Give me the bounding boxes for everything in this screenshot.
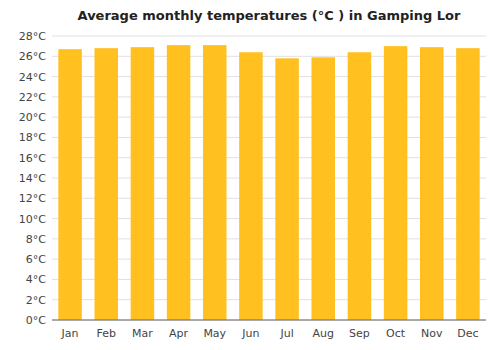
x-tick-label: Sep (349, 327, 370, 340)
chart-container: Average monthly temperatures (°C ) in Ga… (0, 0, 500, 350)
bar (167, 45, 191, 320)
x-axis: Jan Feb Mar Apr May Jun Jul Aug Sep Oct Nov Dec (52, 320, 486, 340)
bars (58, 45, 479, 320)
y-tick-label: 0°C (26, 314, 46, 327)
bar (58, 49, 82, 320)
x-tick-label: Jul (279, 327, 293, 340)
y-tick-label: 22°C (19, 91, 46, 104)
x-tick-label: Dec (457, 327, 478, 340)
y-tick-label: 12°C (19, 192, 46, 205)
bar (94, 48, 118, 320)
y-tick-label: 4°C (26, 273, 46, 286)
y-tick-label: 10°C (19, 213, 46, 226)
x-tick-label: Jun (241, 327, 259, 340)
grid-line (52, 36, 486, 37)
bar (384, 46, 408, 320)
y-tick-label: 18°C (19, 131, 46, 144)
y-tick-label: 8°C (26, 233, 46, 246)
bar (456, 48, 480, 320)
y-tick-label: 14°C (19, 172, 46, 185)
x-tick-label: Jan (61, 327, 79, 340)
bar (203, 45, 227, 320)
bar (275, 58, 299, 320)
x-tick-label: Oct (386, 327, 406, 340)
bar (131, 47, 155, 320)
bar (420, 47, 444, 320)
x-tick-label: Aug (313, 327, 334, 340)
grid (52, 36, 486, 320)
y-axis: 0°C 2°C 4°C 6°C 8°C 10°C 12°C 14°C 16°C 18°C 20°C 2… (19, 30, 46, 327)
x-tick-label: Mar (132, 327, 153, 340)
title: Average monthly temperatures (°C ) in Ga… (78, 8, 461, 23)
y-tick-label: 26°C (19, 50, 46, 63)
x-tick-label: Nov (421, 327, 443, 340)
y-tick-label: 20°C (19, 111, 46, 124)
x-tick-label: Apr (169, 327, 189, 340)
bar (239, 52, 263, 320)
bar (311, 57, 335, 320)
y-tick-label: 28°C (19, 30, 46, 43)
y-tick-label: 2°C (26, 294, 46, 307)
y-tick-label: 16°C (19, 152, 46, 165)
x-tick-label: Feb (97, 327, 116, 340)
y-tick-label: 24°C (19, 71, 46, 84)
bar (348, 52, 372, 320)
x-axis-line (52, 320, 486, 321)
chart: Average monthly temperatures (°C ) in Ga… (0, 0, 500, 350)
y-tick-label: 6°C (26, 253, 46, 266)
grid-line (52, 320, 486, 321)
x-tick-label: May (203, 327, 226, 340)
